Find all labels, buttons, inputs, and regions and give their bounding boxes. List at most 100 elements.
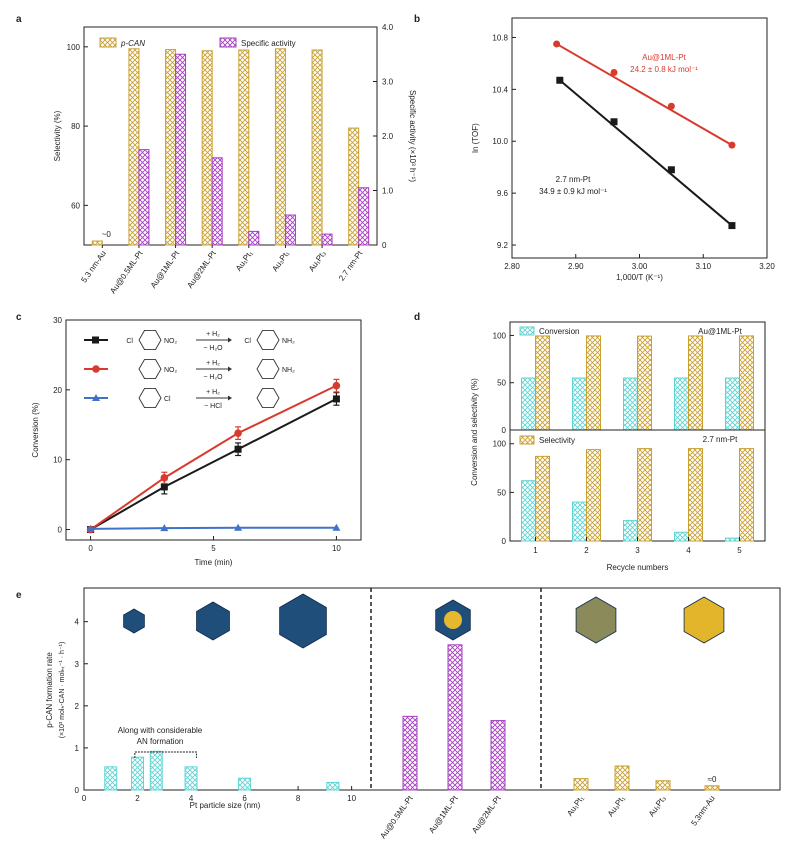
panel-d-catalyst-0: Au@1ML-Pt bbox=[698, 327, 742, 336]
panel-b-point-au1ml bbox=[667, 102, 675, 110]
panel-a-xtick: Au₁Pt₃ bbox=[307, 249, 328, 273]
panel-d-legend-swatch-selectivity bbox=[519, 435, 535, 445]
panel-b-xtick: 2.90 bbox=[568, 262, 584, 271]
panel-b-xtick: 3.00 bbox=[632, 262, 648, 271]
panel-label-d: d bbox=[414, 312, 420, 323]
panel-d-bar-conversion bbox=[725, 377, 740, 431]
panel-e-ytick: 4 bbox=[75, 618, 80, 627]
panel-a-ytick-right: 2.0 bbox=[382, 132, 394, 141]
panel-d-bar-selectivity bbox=[535, 455, 550, 542]
panel-a-ytick-right: 1.0 bbox=[382, 187, 394, 196]
panel-b-label-pt: 2.7 nm-Pt bbox=[556, 175, 591, 184]
panel-a-ytick-left: 100 bbox=[67, 43, 81, 52]
panel-b-point-pt bbox=[728, 222, 736, 230]
panel-a-bar-pcan bbox=[348, 127, 360, 246]
pt-medium-particle-icon bbox=[196, 601, 230, 641]
panel-e-xtick: 8 bbox=[296, 794, 301, 803]
panel-c-reactant-sub: Cl bbox=[126, 338, 133, 345]
panel-label-a: a bbox=[16, 14, 22, 25]
panel-c-point-cb bbox=[86, 524, 95, 532]
panel-e-annotation-line2: AN formation bbox=[137, 737, 184, 746]
panel-a-xtick: 5.3 nm-Au bbox=[79, 249, 108, 284]
panel-e-xtick: 2 bbox=[135, 794, 140, 803]
panel-c-line-chlorobenzene bbox=[90, 526, 337, 530]
panel-b-ea-au1ml: 24.2 ± 0.8 kJ mol⁻¹ bbox=[630, 65, 698, 74]
panel-c-xtick: 0 bbox=[88, 544, 93, 553]
panel-e-bar-size bbox=[149, 750, 163, 791]
panel-c-point-pcnb bbox=[234, 445, 242, 453]
panel-c-line-p-CNB bbox=[90, 398, 337, 531]
panel-a-bar-pcan bbox=[128, 48, 140, 246]
panel-a-bar-pcan bbox=[311, 49, 323, 246]
panel-c-reaction-top: + H₂ bbox=[206, 331, 220, 338]
panel-c-frame bbox=[65, 319, 362, 541]
panel-e-xlabel: Pt particle size (nm) bbox=[190, 801, 261, 810]
panel-c-product-group: NH₂ bbox=[282, 338, 295, 345]
panel-c-ytick: 10 bbox=[53, 456, 62, 465]
panel-a-ylabel-left: Selectivity (%) bbox=[53, 110, 62, 161]
panel-e-ytick: 0 bbox=[75, 786, 80, 795]
panel-a-bar-pcan bbox=[91, 240, 103, 246]
panel-a-xtick: 2.7 nm-Pt bbox=[337, 248, 365, 282]
panel-e-xtick: 10 bbox=[347, 794, 356, 803]
panel-a-xtick: Au₁Pt₁ bbox=[234, 249, 255, 273]
panel-c-reactant-group: NO₂ bbox=[164, 367, 178, 374]
panel-a-legend-activity: Specific activity bbox=[241, 39, 296, 48]
panel-e-xcat-alloy: Au₁Pt₁ bbox=[565, 794, 586, 818]
panel-d-bar-selectivity bbox=[586, 335, 601, 431]
panel-b-point-au1ml bbox=[553, 40, 561, 48]
panel-d-legend-swatch-conversion bbox=[519, 326, 535, 336]
panel-c-benzene-ring bbox=[256, 330, 280, 350]
panel-c-reaction-bottom: − H₂O bbox=[203, 345, 223, 352]
panel-b-xtick: 3.20 bbox=[759, 262, 775, 271]
panel-a-legend-swatch-pcan bbox=[99, 37, 117, 48]
panel-c-reaction-top: + H₂ bbox=[206, 389, 220, 396]
panel-d-legend-conversion: Conversion bbox=[539, 327, 579, 336]
panel-a-bar-pcan bbox=[201, 50, 213, 246]
panel-c-point-cb bbox=[160, 524, 169, 532]
panel-e-bar-coreshell bbox=[490, 720, 506, 791]
panel-a-ytick-left: 60 bbox=[71, 201, 80, 210]
panel-b-fit-line-0 bbox=[556, 43, 733, 147]
panel-c-product-sub: Cl bbox=[244, 338, 251, 345]
panel-c-line-nitrobenzene bbox=[90, 384, 337, 531]
panel-d-ytick: 50 bbox=[497, 488, 506, 497]
panel-e-ytick: 3 bbox=[75, 660, 80, 669]
panel-a-xtick: Au₃Pt₁ bbox=[270, 249, 291, 273]
panel-b-ytick: 9.6 bbox=[497, 189, 509, 198]
panel-e-frame bbox=[83, 587, 781, 791]
panel-a-xtick: Au@2ML-Pt bbox=[185, 248, 218, 290]
panel-e-xcat-alloy: Au₁Pt₃ bbox=[647, 794, 668, 818]
panel-b-ytick: 10.8 bbox=[492, 33, 508, 42]
panel-c-reaction-bottom: − H₂O bbox=[203, 374, 223, 381]
panel-d-ytick: 0 bbox=[502, 537, 507, 546]
panel-b-ytick: 10.4 bbox=[492, 85, 508, 94]
panel-a-bar-activity bbox=[284, 214, 296, 246]
panel-e-bar-alloy bbox=[704, 785, 720, 791]
panel-e-ylabel-line1: p-CAN formation rate bbox=[45, 652, 54, 728]
panel-b-xtick: 2.80 bbox=[504, 262, 520, 271]
panel-e-xcat-coreshell: Au@0.5ML-Pt bbox=[378, 793, 415, 840]
panel-c-arrowhead bbox=[228, 366, 232, 372]
panel-a-bar-activity bbox=[138, 149, 150, 246]
panel-d-bar-conversion bbox=[623, 377, 638, 431]
panel-b-ytick: 9.2 bbox=[497, 241, 509, 250]
panel-d-bar-selectivity bbox=[586, 449, 601, 542]
panel-e-xcat-alloy: 5.3nm-Au bbox=[689, 794, 716, 828]
panel-e-bar-coreshell bbox=[447, 644, 463, 791]
panel-c-reactant-group: NO₂ bbox=[164, 338, 178, 345]
panel-c-benzene-ring bbox=[138, 359, 162, 379]
panel-a-frame bbox=[83, 26, 378, 246]
panel-c-ytick: 30 bbox=[53, 316, 62, 325]
panel-a-bar-pcan bbox=[238, 49, 250, 246]
panel-c-reaction-top: + H₂ bbox=[206, 360, 220, 367]
panel-a-bar-pcan bbox=[165, 49, 177, 246]
panel-a-bar-activity bbox=[248, 230, 260, 246]
panel-e-xtick: 0 bbox=[82, 794, 87, 803]
panel-d-ytick: 100 bbox=[493, 331, 507, 340]
panel-d-bar-conversion bbox=[521, 480, 536, 542]
panel-label-b: b bbox=[414, 14, 420, 25]
panel-d-xtick: 3 bbox=[635, 546, 640, 555]
panel-e-bar-size bbox=[104, 766, 118, 791]
panel-a-bar-activity bbox=[358, 187, 370, 246]
